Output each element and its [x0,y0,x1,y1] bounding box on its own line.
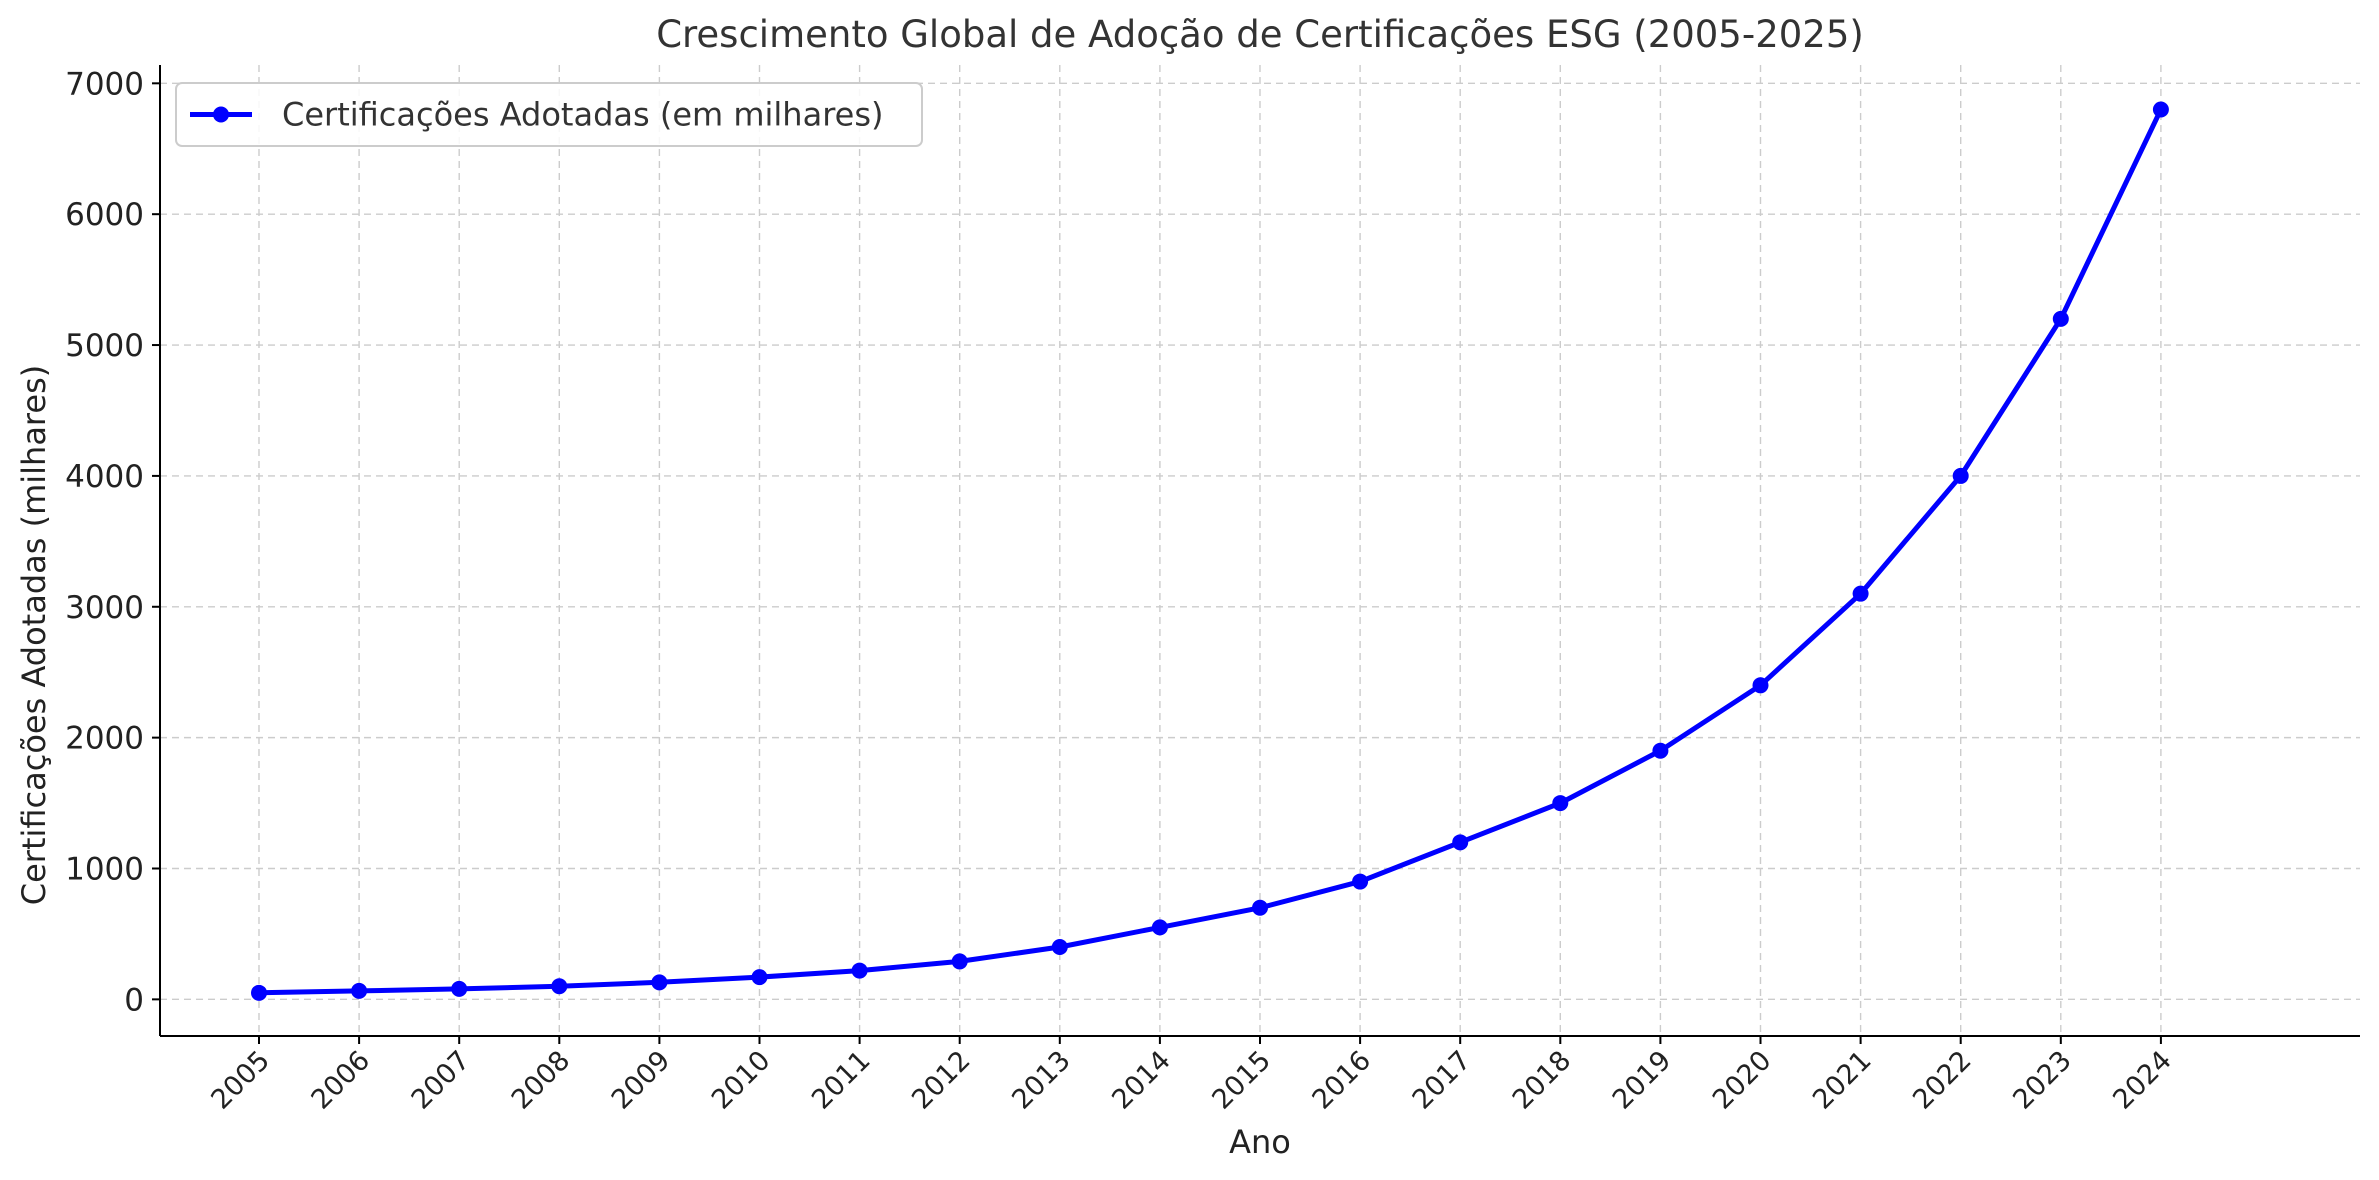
x-tick-label: 2013 [1006,1045,1077,1116]
chart-title: Crescimento Global de Adoção de Certific… [656,13,1864,56]
data-point [651,974,668,991]
x-tick-label: 2022 [1907,1045,1978,1116]
y-tick-label: 2000 [65,721,144,757]
data-point [251,984,267,1001]
axes: 0 1000 2000 3000 4000 5000 6000 7000 2005 2006 200… [65,65,2360,1116]
y-tick-label: 6000 [65,197,144,233]
x-tick-label: 2017 [1407,1045,1478,1116]
x-tick-label: 2012 [906,1045,977,1116]
legend-marker [213,106,229,123]
data-point [351,982,368,999]
legend: Certificações Adotadas (em milhares) [175,82,923,147]
y-tick-label: 3000 [65,590,144,626]
y-tick-label: 1000 [65,851,144,887]
y-tick-label: 5000 [65,328,144,364]
data-point [1051,939,1068,956]
data-point [1552,795,1569,812]
x-tick-label: 2019 [1607,1045,1678,1116]
series-layer [251,101,2169,1001]
x-tick-label: 2007 [406,1045,477,1116]
x-tick-label: 2008 [506,1045,577,1116]
x-tick-label: 2010 [706,1045,777,1116]
data-point [751,969,768,986]
data-point [1952,467,1969,484]
x-axis-label: Ano [1229,1123,1291,1161]
data-point [851,962,868,979]
data-point [1252,899,1268,916]
legend-box [175,82,923,147]
x-tick-label: 2021 [1807,1045,1878,1116]
data-point [1652,742,1669,759]
y-tick-label: 0 [124,982,144,1018]
data-point [1852,585,1869,602]
x-tick-label: 2020 [1707,1045,1778,1116]
data-point [1752,677,1769,694]
x-tick-label: 2005 [205,1045,276,1116]
y-tick-label: 7000 [65,66,144,102]
x-tick-label: 2024 [2107,1045,2178,1116]
data-point [1352,873,1369,890]
data-point [951,953,968,970]
x-tick-label: 2006 [306,1045,377,1116]
data-point [1151,919,1168,936]
data-point [451,980,468,997]
data-point [2052,310,2069,327]
x-tick-label: 2018 [1507,1045,1578,1116]
y-axis-label: Certificações Adotadas (milhares) [15,365,53,905]
x-tick-label: 2011 [806,1045,877,1116]
x-tick-label: 2014 [1106,1045,1177,1116]
data-point [2152,101,2169,118]
x-tick-label: 2015 [1206,1045,1277,1116]
x-tick-label: 2009 [606,1045,677,1116]
series-line [258,108,2164,996]
legend-label: Certificações Adotadas (em milhares) [282,96,883,134]
data-point [551,978,568,995]
grid [160,65,2360,1036]
data-point [1452,834,1469,851]
x-tick-label: 2016 [1307,1045,1378,1116]
x-tick-label: 2023 [2007,1045,2078,1116]
y-tick-label: 4000 [65,459,144,495]
